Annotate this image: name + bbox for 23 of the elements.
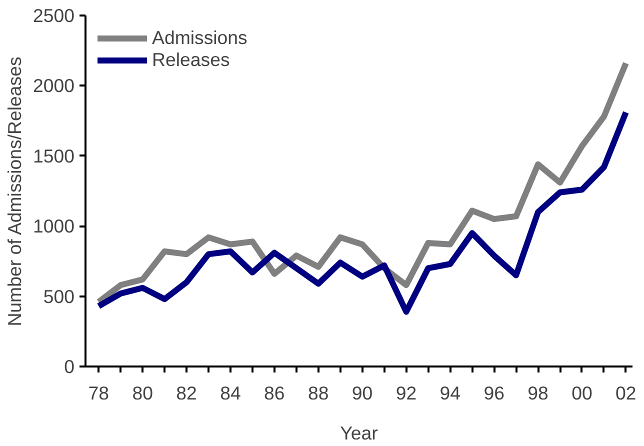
x-tick-label: 98	[528, 382, 548, 404]
legend-label: Releases	[152, 49, 230, 71]
x-tick-label: 94	[440, 382, 461, 404]
x-tick-label: 86	[264, 382, 285, 404]
y-axis-title: Number of Admissions/Releases	[4, 56, 25, 326]
x-tick-label: 80	[132, 382, 154, 404]
x-tick-label: 84	[220, 382, 241, 404]
x-tick-label: 92	[396, 382, 417, 404]
y-tick-label: 2500	[32, 5, 75, 26]
x-tick-label: 82	[176, 382, 197, 404]
y-tick-label: 1500	[32, 145, 75, 166]
y-tick-label: 2000	[32, 75, 75, 96]
legend-label: Admissions	[152, 27, 248, 49]
x-tick-label: 96	[484, 382, 504, 404]
x-tick-label: 78	[88, 382, 110, 404]
y-tick-label: 500	[43, 286, 75, 307]
x-tick-label: 00	[572, 382, 592, 404]
x-axis-title: Year	[340, 422, 378, 444]
x-tick-label: 90	[352, 382, 373, 404]
y-tick-label: 0	[64, 356, 75, 377]
x-tick-label: 88	[308, 382, 329, 404]
x-tick-label: 02	[616, 382, 636, 404]
y-tick-label: 1000	[32, 216, 75, 237]
